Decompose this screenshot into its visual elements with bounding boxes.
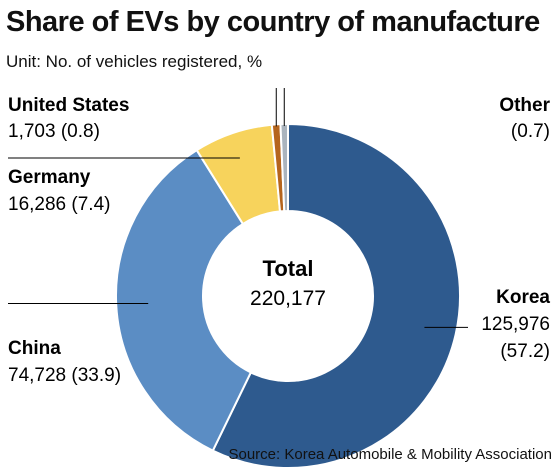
donut-hole [203, 211, 373, 381]
center-total-label: Total [263, 256, 314, 281]
chart-title: Share of EVs by country of manufacture [6, 6, 540, 38]
center-total-value: 220,177 [250, 287, 326, 310]
unit-note: Unit: No. of vehicles registered, % [6, 52, 263, 71]
label-other-name: Other [499, 95, 550, 116]
label-germany-name: Germany [8, 167, 91, 188]
source-note: Source: Korea Automobile & Mobility Asso… [228, 446, 552, 463]
label-korea-percent: (57.2) [500, 341, 550, 362]
label-korea-name: Korea [496, 287, 550, 308]
label-china-value: 74,728 (33.9) [8, 365, 121, 386]
label-united-states-name: United States [8, 95, 129, 116]
label-korea-value: 125,976 [481, 314, 550, 335]
label-china-name: China [8, 338, 61, 359]
label-united-states-value: 1,703 (0.8) [8, 121, 100, 142]
label-other-value: (0.7) [511, 121, 550, 142]
label-germany-value: 16,286 (7.4) [8, 194, 110, 215]
